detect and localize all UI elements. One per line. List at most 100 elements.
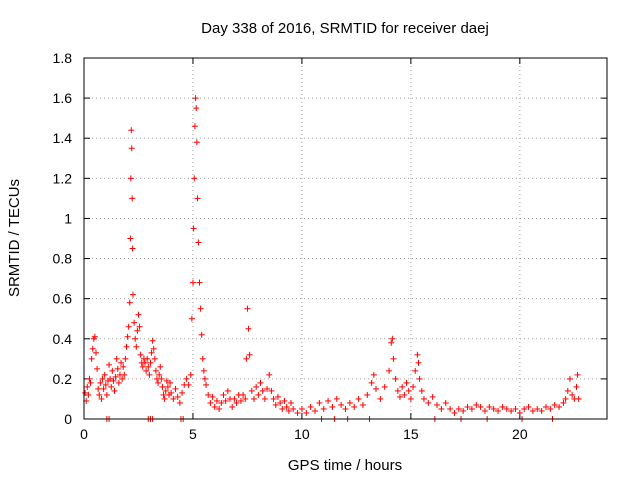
data-point bbox=[123, 343, 130, 350]
data-point bbox=[569, 391, 576, 398]
data-point bbox=[503, 405, 510, 412]
data-point bbox=[233, 399, 240, 406]
data-point bbox=[201, 375, 208, 382]
data-point bbox=[129, 245, 136, 252]
x-tick-label: 20 bbox=[512, 426, 528, 442]
data-point bbox=[575, 395, 582, 402]
data-point bbox=[516, 409, 523, 416]
data-point bbox=[199, 355, 206, 362]
data-point bbox=[152, 367, 159, 374]
data-point bbox=[325, 397, 332, 404]
data-point bbox=[82, 389, 89, 396]
data-point bbox=[311, 407, 318, 414]
data-series bbox=[82, 95, 582, 422]
data-point bbox=[132, 335, 139, 342]
data-point bbox=[172, 385, 179, 392]
data-point bbox=[203, 381, 210, 388]
data-point bbox=[148, 349, 155, 356]
data-point bbox=[316, 399, 323, 406]
data-point bbox=[160, 391, 167, 398]
data-point bbox=[147, 359, 154, 366]
data-point bbox=[534, 405, 541, 412]
data-point bbox=[573, 383, 580, 390]
data-point bbox=[412, 367, 419, 374]
data-point bbox=[118, 359, 125, 366]
data-point bbox=[211, 403, 218, 410]
data-point bbox=[257, 379, 264, 386]
data-point bbox=[222, 397, 229, 404]
data-point bbox=[128, 127, 135, 134]
data-point bbox=[193, 105, 200, 112]
data-point bbox=[159, 383, 166, 390]
data-point bbox=[136, 323, 143, 330]
data-point bbox=[158, 375, 165, 382]
data-point bbox=[176, 399, 183, 406]
data-point bbox=[89, 345, 96, 352]
data-point bbox=[94, 365, 101, 372]
data-point bbox=[464, 403, 471, 410]
data-point bbox=[183, 375, 190, 382]
data-point bbox=[106, 361, 113, 368]
data-point bbox=[193, 139, 200, 146]
data-point bbox=[333, 395, 340, 402]
data-point bbox=[298, 405, 305, 412]
y-axis-label: SRMTID / TECUs bbox=[6, 179, 23, 297]
data-point bbox=[373, 385, 380, 392]
data-point bbox=[100, 385, 107, 392]
data-point bbox=[529, 407, 536, 414]
data-point bbox=[231, 395, 238, 402]
data-point bbox=[279, 405, 286, 412]
data-point bbox=[425, 399, 432, 406]
data-point bbox=[329, 403, 336, 410]
data-point bbox=[216, 405, 223, 412]
data-point bbox=[490, 405, 497, 412]
data-point bbox=[192, 95, 199, 102]
data-point bbox=[370, 371, 377, 378]
data-point bbox=[556, 403, 563, 410]
y-tick-label: 1.6 bbox=[53, 90, 73, 106]
data-point bbox=[103, 391, 110, 398]
data-point bbox=[86, 375, 93, 382]
data-point bbox=[191, 175, 198, 182]
data-point bbox=[95, 385, 102, 392]
data-point bbox=[113, 355, 120, 362]
data-point bbox=[320, 405, 327, 412]
data-point bbox=[189, 279, 196, 286]
data-point bbox=[144, 355, 151, 362]
data-point bbox=[111, 387, 118, 394]
data-point bbox=[351, 403, 358, 410]
data-point bbox=[338, 401, 345, 408]
data-point bbox=[405, 387, 412, 394]
data-point bbox=[168, 389, 175, 396]
data-point bbox=[242, 395, 249, 402]
data-point bbox=[245, 325, 252, 332]
data-point bbox=[155, 379, 162, 386]
data-point bbox=[290, 405, 297, 412]
x-tick-label: 15 bbox=[403, 426, 419, 442]
data-point bbox=[97, 379, 104, 386]
data-point bbox=[151, 355, 158, 362]
data-point bbox=[414, 351, 421, 358]
data-point bbox=[218, 399, 225, 406]
data-point bbox=[115, 379, 122, 386]
data-point bbox=[508, 407, 515, 414]
data-point bbox=[415, 359, 422, 366]
data-point bbox=[285, 407, 292, 414]
data-point bbox=[130, 291, 137, 298]
data-point bbox=[566, 375, 573, 382]
data-point bbox=[157, 363, 164, 370]
data-point bbox=[124, 333, 131, 340]
data-point bbox=[521, 405, 528, 412]
data-point bbox=[389, 335, 396, 342]
data-point bbox=[525, 403, 532, 410]
data-point bbox=[407, 395, 414, 402]
data-point bbox=[220, 391, 227, 398]
data-point bbox=[121, 371, 128, 378]
data-point bbox=[197, 305, 204, 312]
data-point bbox=[85, 391, 92, 398]
data-point bbox=[574, 371, 581, 378]
data-point bbox=[164, 383, 171, 390]
data-point bbox=[198, 331, 205, 338]
data-point bbox=[359, 401, 366, 408]
